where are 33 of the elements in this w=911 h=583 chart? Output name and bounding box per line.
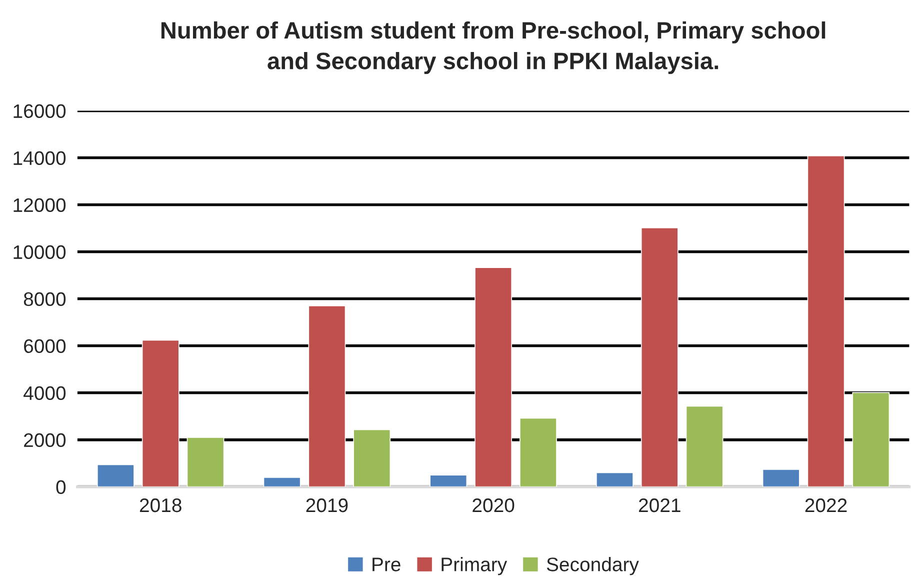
- y-tick-label: 0: [56, 480, 66, 494]
- bar: [474, 267, 512, 487]
- bar: [96, 464, 134, 487]
- x-tick-label: 2022: [805, 498, 847, 512]
- x-tick-label: 2021: [639, 498, 680, 512]
- x-tick-label: 2018: [140, 498, 182, 512]
- x-tick-label: 2020: [472, 498, 514, 512]
- bar: [686, 406, 724, 487]
- bar: [596, 472, 634, 487]
- y-tick-label: 10000: [14, 245, 66, 260]
- y-tick-label: 14000: [14, 151, 66, 166]
- bar: [807, 155, 845, 487]
- x-tick-label: 2019: [306, 498, 348, 512]
- legend-label: Secondary: [546, 557, 639, 576]
- y-tick-label: 16000: [14, 104, 66, 118]
- y-tick-label: 6000: [24, 339, 66, 354]
- y-tick-label: 2000: [24, 433, 66, 448]
- bar: [308, 305, 346, 487]
- bar: [142, 340, 180, 487]
- bar: [852, 392, 890, 487]
- y-tick-label: 12000: [14, 198, 66, 212]
- legend-label: Pre: [372, 558, 400, 572]
- bar: [353, 429, 391, 487]
- bar: [263, 476, 301, 487]
- legend-label: Primary: [442, 557, 508, 576]
- bar: [520, 418, 557, 487]
- chart-title: Number of Autism student from Pre-school, Primary school and Secondary school in PPKI Malaysia.: [161, 21, 826, 74]
- bar: [640, 227, 678, 487]
- bar: [186, 437, 224, 487]
- y-tick-label: 8000: [24, 292, 66, 306]
- y-tick-label: 4000: [24, 386, 66, 400]
- bar: [430, 474, 468, 487]
- bar: [762, 468, 800, 487]
